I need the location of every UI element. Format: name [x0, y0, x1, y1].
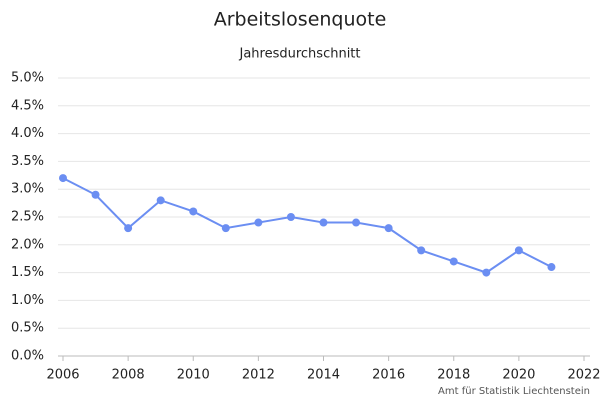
x-tick-label: 2022	[567, 368, 600, 383]
x-tick-label: 2016	[372, 368, 405, 383]
x-tick-label: 2020	[502, 368, 535, 383]
x-tick-label: 2008	[112, 368, 145, 383]
y-tick-label: 4.0%	[11, 126, 44, 141]
y-tick-label: 2.0%	[11, 237, 44, 252]
line	[62, 177, 552, 274]
y-tick-label: 4.5%	[11, 98, 44, 113]
credit: Amt für Statistik Liechtenstein	[438, 386, 590, 397]
point	[91, 190, 100, 199]
point	[449, 257, 458, 266]
y-tick-label: 0.0%	[11, 349, 44, 364]
y-tick-label: 1.5%	[11, 265, 44, 280]
point	[156, 196, 165, 205]
y-tick-label: 5.0%	[11, 71, 44, 86]
point	[319, 218, 328, 227]
point	[221, 224, 230, 233]
chart-subtitle: Jahresdurchschnitt	[238, 47, 360, 62]
point	[384, 224, 393, 233]
point	[286, 213, 295, 221]
x-tick-label: 2006	[46, 368, 79, 383]
point	[254, 218, 263, 227]
y-tick-label: 3.5%	[11, 154, 44, 169]
point	[124, 224, 133, 233]
chart-title: Arbeitslosenquote	[214, 9, 387, 31]
point	[59, 174, 67, 183]
x-tick-label: 2010	[177, 368, 210, 383]
y-tick-label: 0.5%	[11, 321, 44, 336]
point	[189, 207, 198, 216]
point	[547, 263, 556, 272]
y-tick-label: 2.5%	[11, 210, 44, 225]
point	[514, 246, 523, 255]
x-tick-label: 2012	[242, 368, 275, 383]
x-tick-label: 2014	[307, 368, 340, 383]
point	[352, 218, 361, 227]
y-tick-label: 3.0%	[11, 182, 44, 197]
point	[482, 268, 491, 277]
point	[417, 246, 426, 255]
y-tick-label: 1.0%	[11, 293, 44, 308]
x-tick-label: 2018	[437, 368, 470, 383]
